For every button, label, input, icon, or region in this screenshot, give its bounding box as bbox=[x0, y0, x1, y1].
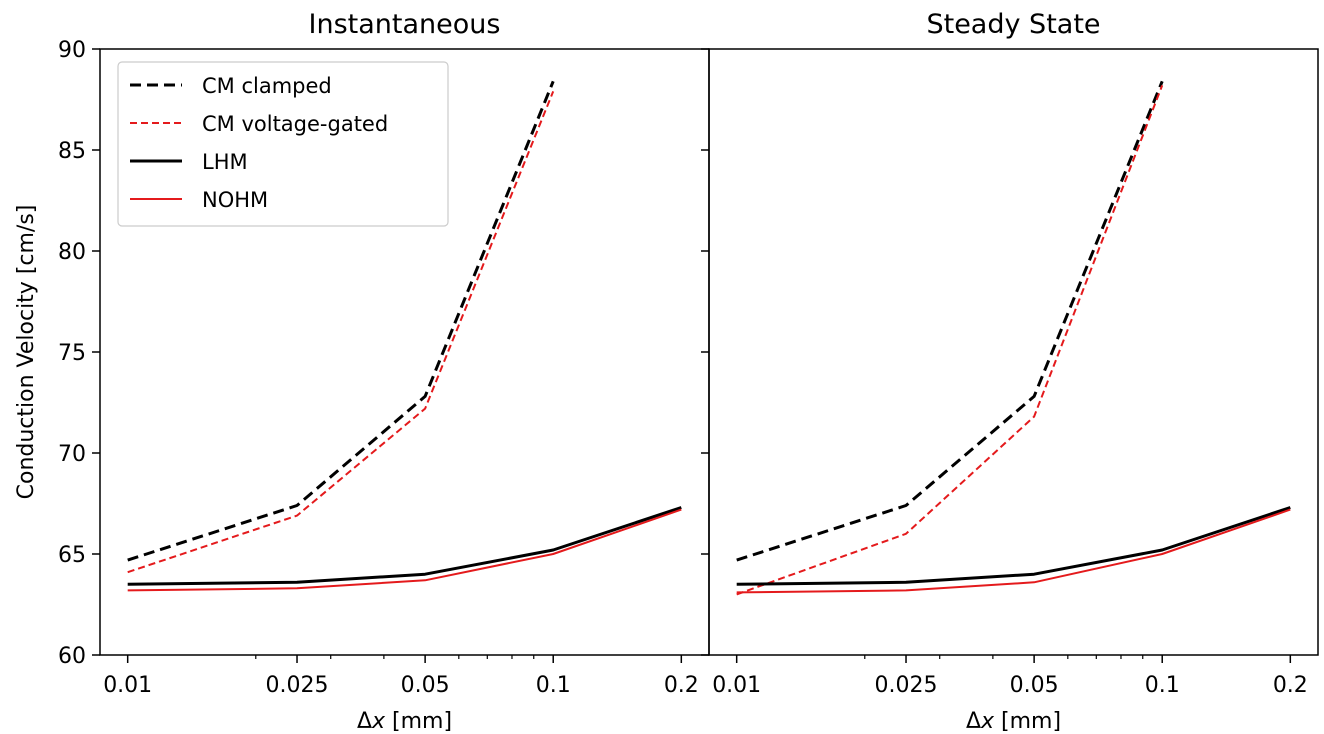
series-line-lhm bbox=[127, 506, 682, 586]
legend-box bbox=[117, 61, 449, 227]
x-tick-label: 0.01 bbox=[103, 673, 152, 698]
series-line-nohm bbox=[127, 508, 682, 592]
panel-title: Steady State bbox=[926, 9, 1100, 40]
legend-label: CM voltage-gated bbox=[202, 112, 388, 136]
series-line-cm-clamped bbox=[736, 80, 1164, 562]
x-axis-label: Δx [mm] bbox=[966, 709, 1061, 734]
y-tick-label: 75 bbox=[58, 341, 86, 366]
y-axis-label: Conduction Velocity [cm/s] bbox=[14, 205, 39, 500]
x-tick-label: 0.2 bbox=[1273, 673, 1308, 698]
y-tick-label: 60 bbox=[58, 644, 86, 669]
x-tick-label: 0.025 bbox=[875, 673, 938, 698]
legend-label: CM clamped bbox=[202, 74, 332, 98]
series-line-cm-clamped bbox=[127, 80, 555, 562]
x-tick-label: 0.1 bbox=[1145, 673, 1180, 698]
legend-label: NOHM bbox=[202, 188, 268, 212]
axes-frame bbox=[708, 48, 1319, 656]
x-tick-label: 0.05 bbox=[401, 673, 450, 698]
x-tick-label: 0.2 bbox=[664, 673, 699, 698]
series-line-nohm bbox=[736, 508, 1291, 594]
panel-title: Instantaneous bbox=[309, 9, 501, 40]
panel-2: Steady State 0.01 0.025 0.05 0.1 0.2 Δx [mm] bbox=[701, 9, 1319, 734]
y-tick-label: 85 bbox=[58, 139, 86, 164]
y-tick-label: 65 bbox=[58, 543, 86, 568]
legend-label: LHM bbox=[202, 150, 248, 174]
x-tick-label: 0.1 bbox=[536, 673, 571, 698]
y-tick-label: 80 bbox=[58, 240, 86, 265]
panel-1: Instantaneous 0.01 0.025 0.05 0.1 0.2 60 65 70 75… bbox=[58, 9, 710, 734]
y-tick-label: 90 bbox=[58, 38, 86, 63]
legend: CM clamped CM voltage-gated LHM NOHM bbox=[117, 61, 449, 227]
series-line-cm-voltage-gated bbox=[127, 91, 555, 574]
series-line-cm-voltage-gated bbox=[736, 85, 1164, 596]
x-axis-label: Δx [mm] bbox=[357, 709, 452, 734]
x-tick-label: 0.025 bbox=[266, 673, 329, 698]
x-tick-label: 0.01 bbox=[712, 673, 761, 698]
y-tick-label: 70 bbox=[58, 442, 86, 467]
series-line-lhm bbox=[736, 506, 1291, 586]
x-tick-label: 0.05 bbox=[1010, 673, 1059, 698]
